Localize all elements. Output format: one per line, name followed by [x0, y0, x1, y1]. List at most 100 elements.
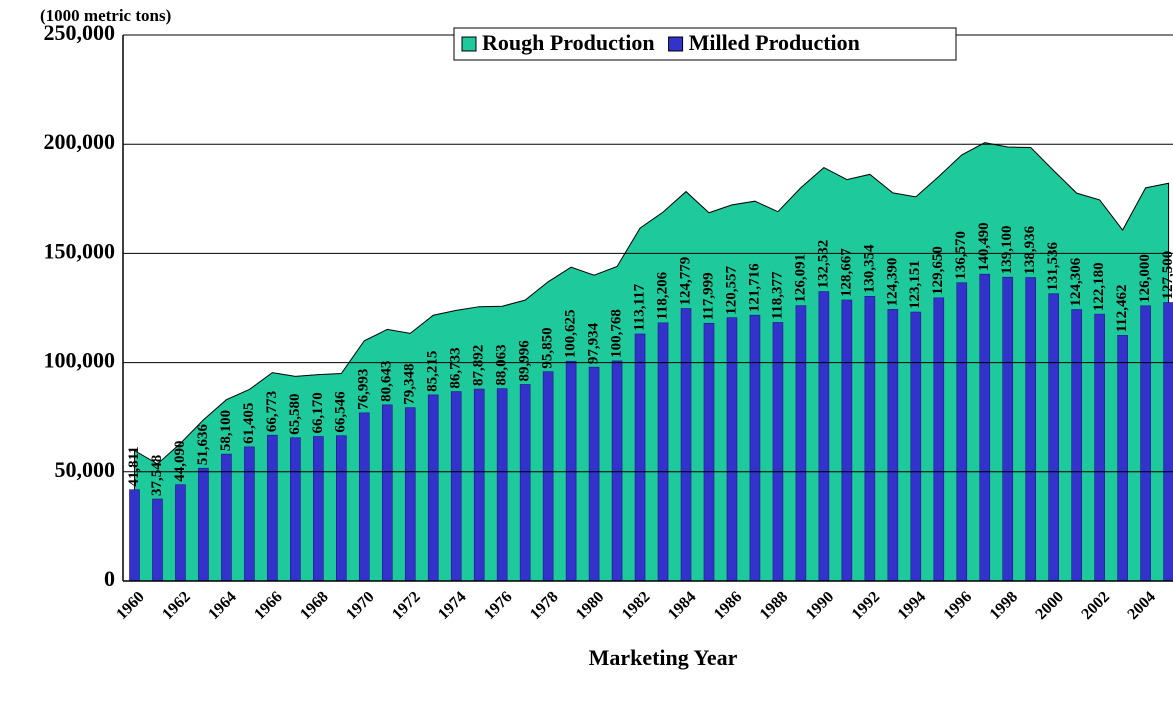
data-label: 79,348 [402, 363, 418, 404]
data-label: 112,462 [1114, 284, 1130, 332]
x-tick-label: 1964 [205, 588, 240, 623]
legend-swatch [668, 36, 684, 52]
x-tick-label: 2000 [1032, 588, 1067, 623]
bar [542, 371, 554, 582]
x-tick-label: 1960 [113, 588, 148, 623]
bar [404, 407, 416, 582]
bar [611, 360, 623, 582]
bar [910, 311, 922, 582]
bar [1117, 335, 1128, 582]
data-label: 138,936 [1022, 225, 1038, 274]
x-tick-label: 1982 [619, 588, 654, 623]
data-label: 127,500 [1160, 251, 1173, 300]
bar [221, 453, 232, 582]
x-tick-label: 1962 [159, 588, 194, 623]
x-tick-label: 1972 [389, 588, 424, 623]
x-tick-label: 1970 [343, 588, 378, 623]
x-axis-label: Marketing Year [589, 645, 738, 670]
bar [450, 391, 462, 582]
legend-box [453, 27, 957, 61]
bar [1140, 305, 1151, 582]
y-tick-label: 50,000 [55, 457, 116, 482]
data-label: 65,580 [287, 394, 303, 435]
legend-swatch [461, 36, 477, 52]
bar [1002, 276, 1014, 582]
data-label: 118,377 [769, 271, 785, 319]
data-label: 126,000 [1137, 254, 1153, 303]
y-tick-label: 100,000 [44, 348, 116, 373]
bar [795, 305, 807, 582]
bar [381, 404, 393, 582]
x-tick-label: 2002 [1078, 588, 1113, 623]
data-label: 132,532 [815, 240, 831, 289]
x-tick-label: 1998 [987, 588, 1022, 623]
legend-label: Milled Production [689, 30, 860, 55]
data-label: 100,625 [563, 309, 579, 358]
bar [703, 322, 715, 582]
bar [887, 309, 899, 582]
x-tick-label: 1990 [803, 588, 838, 623]
x-tick-label: 1974 [435, 588, 470, 623]
bar [588, 366, 600, 582]
x-tick-label: 2004 [1124, 588, 1159, 623]
legend-label: Rough Production [482, 30, 655, 55]
data-label: 41,811 [126, 446, 142, 486]
x-tick-label: 1978 [527, 588, 562, 623]
data-label: 100,768 [609, 309, 625, 358]
data-label: 140,490 [976, 222, 992, 271]
y-tick-label: 250,000 [44, 20, 116, 45]
bar [726, 317, 738, 582]
bar [267, 434, 278, 582]
x-tick-label: 1986 [711, 588, 746, 623]
x-tick-label: 1996 [941, 588, 976, 623]
data-label: 37,548 [149, 455, 165, 496]
bar [565, 360, 577, 582]
data-label: 124,390 [884, 258, 900, 307]
bar [519, 384, 531, 582]
bar [427, 394, 439, 582]
data-label: 123,151 [907, 260, 923, 309]
data-label: 66,773 [264, 391, 280, 432]
x-tick-label: 1992 [849, 588, 884, 623]
x-tick-label: 1994 [895, 588, 930, 623]
bar [1025, 277, 1037, 582]
bar [680, 308, 692, 582]
data-label: 121,716 [746, 263, 762, 312]
legend: Rough Production Milled Production [453, 27, 957, 61]
bar [749, 314, 761, 582]
bar [336, 435, 347, 582]
data-label: 76,993 [356, 369, 372, 410]
y-tick-label: 0 [104, 566, 115, 591]
bar [772, 322, 784, 582]
bar [198, 467, 209, 582]
x-tick-label: 1968 [297, 588, 332, 623]
data-label: 136,570 [953, 231, 969, 280]
bar [1094, 313, 1105, 582]
data-label: 122,180 [1091, 262, 1107, 311]
bar [841, 299, 853, 582]
data-label: 44,090 [172, 440, 188, 481]
data-label: 86,733 [448, 347, 464, 388]
bar [956, 282, 968, 582]
data-label: 80,643 [379, 361, 395, 402]
bar [473, 388, 485, 582]
bar [979, 273, 991, 582]
area [133, 142, 1170, 582]
data-label: 85,215 [425, 351, 441, 392]
data-label: 58,100 [218, 410, 234, 451]
data-label: 130,354 [861, 244, 877, 293]
plot: 41,811 37,548 44,090 51,636 58,100 61,405 66,7… [126, 142, 1173, 582]
data-label: 128,667 [838, 248, 854, 297]
data-label: 113,117 [631, 283, 647, 331]
bar [634, 333, 646, 582]
y-tick-label: 150,000 [44, 238, 116, 263]
bar [1048, 293, 1059, 582]
data-label: 126,091 [792, 254, 808, 303]
bar [290, 437, 301, 582]
data-label: 124,306 [1068, 257, 1084, 306]
bar [129, 489, 140, 582]
data-label: 66,546 [333, 391, 349, 433]
bar [657, 322, 669, 582]
bar [244, 446, 255, 582]
